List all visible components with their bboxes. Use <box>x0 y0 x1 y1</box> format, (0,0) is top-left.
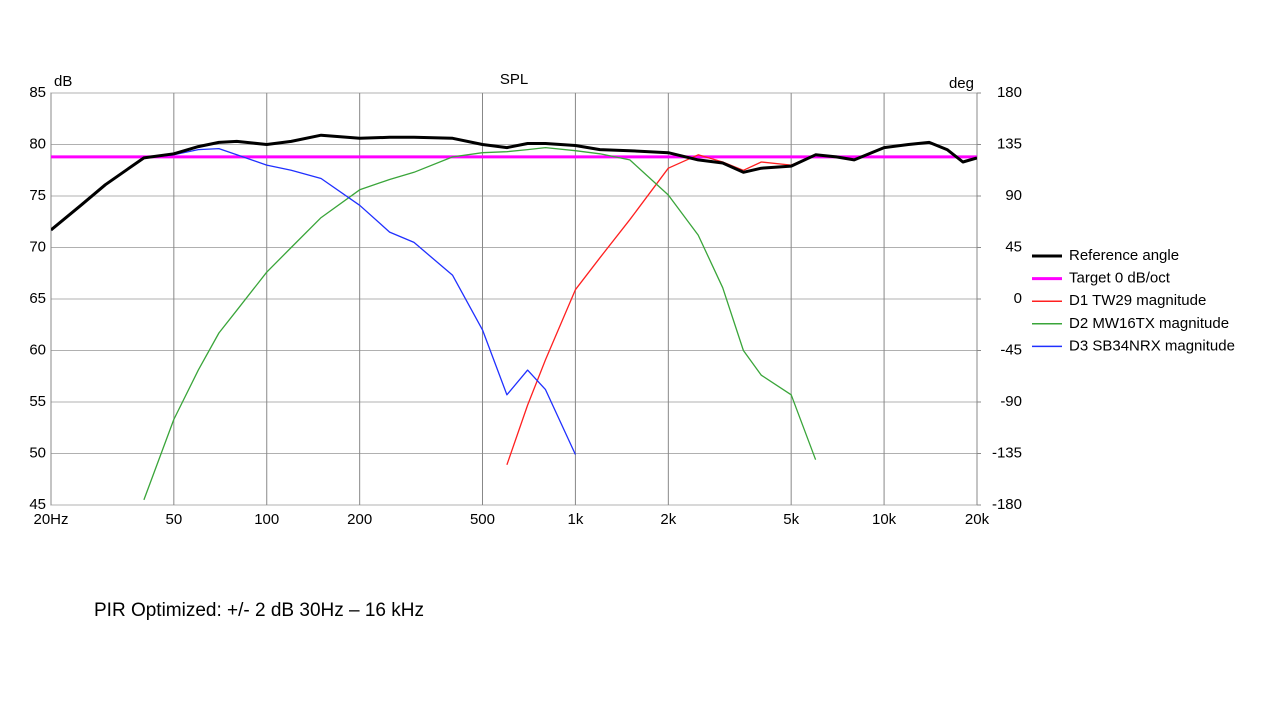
y2-tick-label: 0 <box>1014 290 1022 307</box>
x-tick-label: 50 <box>165 511 182 528</box>
y2-tick-label: 135 <box>997 135 1022 152</box>
legend-label: D3 SB34NRX magnitude <box>1069 337 1235 354</box>
chart-title: SPL <box>500 71 528 88</box>
y-tick-label: 75 <box>29 187 46 204</box>
y2-tick-label: 180 <box>997 84 1022 101</box>
caption: PIR Optimized: +/- 2 dB 30Hz – 16 kHz <box>94 600 424 621</box>
y-tick-label: 60 <box>29 341 46 358</box>
x-tick-label: 5k <box>783 511 799 528</box>
x-tick-label: 1k <box>567 511 583 528</box>
y-tick-label: 85 <box>29 84 46 101</box>
y-tick-label: 65 <box>29 290 46 307</box>
y2-axis-label: deg <box>949 75 974 92</box>
x-tick-label: 100 <box>254 511 279 528</box>
legend-label: D1 TW29 magnitude <box>1069 292 1206 309</box>
y-tick-label: 55 <box>29 393 46 410</box>
series-line <box>51 133 977 232</box>
x-tick-label: 10k <box>872 511 897 528</box>
legend-label: Reference angle <box>1069 247 1179 264</box>
y2-tick-label: 45 <box>1005 238 1022 255</box>
y-axis-label: dB <box>54 73 72 90</box>
y-tick-label: 70 <box>29 238 46 255</box>
y2-tick-label: -135 <box>992 444 1022 461</box>
y-tick-label: 80 <box>29 135 46 152</box>
y-tick-label: 50 <box>29 444 46 461</box>
legend-label: D2 MW16TX magnitude <box>1069 315 1229 332</box>
y2-tick-label: -45 <box>1000 341 1022 358</box>
x-tick-label: 20Hz <box>33 511 68 528</box>
x-tick-label: 20k <box>965 511 990 528</box>
y2-tick-label: -180 <box>992 496 1022 513</box>
y-tick-label: 45 <box>29 496 46 513</box>
series-line <box>143 146 817 501</box>
x-tick-label: 500 <box>470 511 495 528</box>
plot-lines <box>51 133 977 501</box>
y2-tick-label: -90 <box>1000 393 1022 410</box>
legend-label: Target 0 dB/oct <box>1069 270 1171 287</box>
x-tick-label: 200 <box>347 511 372 528</box>
x-tick-label: 2k <box>660 511 676 528</box>
y2-tick-label: 90 <box>1005 187 1022 204</box>
